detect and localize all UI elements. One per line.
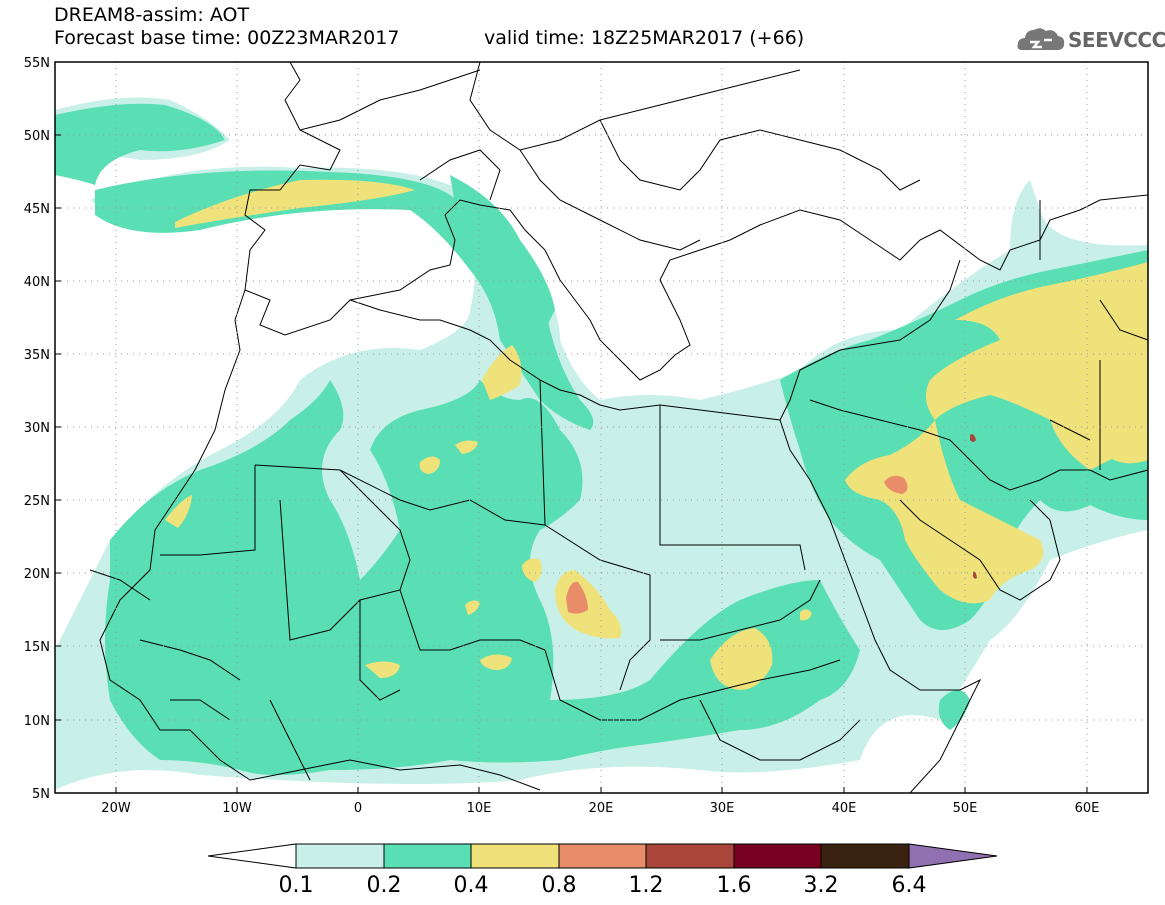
aot-level-0.4 (165, 179, 1148, 690)
colorbar-tick: 6.4 (892, 873, 927, 898)
colorbar-bin (295, 843, 385, 869)
lon-label: 20W (101, 801, 131, 816)
colorbar-bin (383, 843, 472, 869)
colorbar-over-arrow (908, 843, 998, 869)
colorbar-under-arrow (207, 843, 297, 869)
colorbar-bin (820, 843, 910, 869)
colorbar-bin (645, 843, 735, 869)
lat-label: 15N (24, 640, 50, 655)
colorbar-bin (470, 843, 560, 869)
lon-label: 50E (953, 801, 978, 816)
tick-marks (55, 61, 1088, 794)
colorbar-tick: 1.2 (629, 873, 664, 898)
map-title: DREAM8-assim: AOT (54, 4, 250, 26)
lon-label: 10E (467, 801, 492, 816)
map-header: DREAM8-assim: AOT Forecast base time: 00… (54, 4, 804, 50)
lon-label: 0 (354, 801, 362, 816)
colorbar-tick: 0.4 (454, 873, 489, 898)
seevccc-logo: SEEVCCC (1016, 22, 1165, 56)
colorbar-tick: 1.6 (717, 873, 752, 898)
coastlines-and-borders (89, 62, 1148, 793)
colorbar-tick: 3.2 (804, 873, 839, 898)
colorbar: 0.1 0.2 0.4 0.8 1.2 1.6 3.2 6.4 (207, 843, 998, 898)
lat-label: 35N (24, 348, 50, 363)
lon-label: 30E (710, 801, 735, 816)
lon-label: 40E (832, 801, 857, 816)
cloud-icon (1017, 28, 1065, 50)
aot-shading (55, 97, 1148, 790)
logo-text: SEEVCCC (1068, 28, 1165, 52)
aot-level-0.8 (566, 475, 908, 614)
lat-label: 55N (24, 56, 50, 71)
colorbar-tick: 0.8 (542, 873, 577, 898)
colorbar-labels: 0.1 0.2 0.4 0.8 1.2 1.6 3.2 6.4 (279, 873, 927, 898)
lon-label: 20E (589, 801, 614, 816)
longitude-labels: 20W 10W 0 10E 20E 30E 40E 50E 60E (101, 801, 1099, 816)
colorbar-tick: 0.1 (279, 873, 314, 898)
lon-label: 10W (222, 801, 252, 816)
lat-label: 25N (24, 494, 50, 509)
colorbar-bin (733, 843, 822, 869)
lat-label: 50N (24, 129, 50, 144)
valid-time: valid time: 18Z25MAR2017 (+66) (484, 27, 805, 49)
lat-label: 5N (32, 787, 50, 802)
colorbar-bin (558, 843, 647, 869)
lat-label: 45N (24, 202, 50, 217)
lat-label: 30N (24, 421, 50, 436)
forecast-base-time: Forecast base time: 00Z23MAR2017 (54, 27, 400, 49)
latitude-labels: 55N 50N 45N 40N 35N 30N 25N 20N 15N 10N … (24, 56, 50, 802)
lat-label: 10N (24, 714, 50, 729)
lon-label: 60E (1075, 801, 1100, 816)
graticule (55, 62, 1148, 793)
colorbar-tick: 0.2 (367, 873, 402, 898)
lat-label: 20N (24, 567, 50, 582)
lat-label: 40N (24, 275, 50, 290)
